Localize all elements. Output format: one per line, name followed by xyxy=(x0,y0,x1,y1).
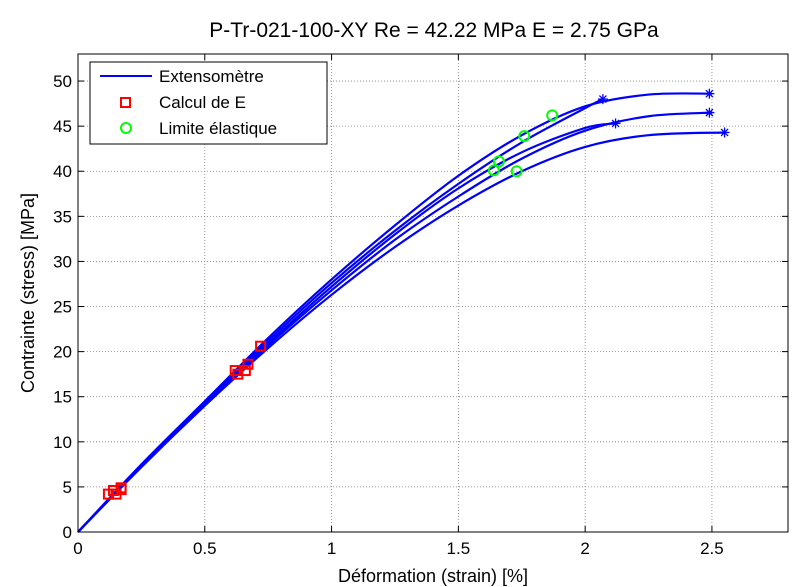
markers xyxy=(102,88,730,500)
end-asterisk-marker xyxy=(610,118,621,129)
series-line-5 xyxy=(77,131,725,533)
y-tick-label: 50 xyxy=(53,72,72,91)
calcul-e-marker xyxy=(115,484,127,496)
limite-elastique-marker xyxy=(546,109,559,122)
calcul-e-marker xyxy=(242,358,254,370)
end-asterisk-marker xyxy=(597,94,608,105)
series-line-4 xyxy=(77,122,616,533)
end-asterisk-marker xyxy=(704,88,715,99)
x-tick-label: 2 xyxy=(580,539,589,558)
y-tick-label: 10 xyxy=(53,433,72,452)
legend-label-calcul-e: Calcul de E xyxy=(159,93,246,112)
limite-elastique-marker xyxy=(510,165,523,178)
chart-title: P-Tr-021-100-XY Re = 42.22 MPa E = 2.75 … xyxy=(209,19,659,42)
asterisk-stroke xyxy=(611,119,620,128)
y-tick-label: 45 xyxy=(53,117,72,136)
y-tick-label: 40 xyxy=(53,162,72,181)
asterisk-stroke xyxy=(705,89,714,98)
x-tick-label: 0.5 xyxy=(193,539,217,558)
legend: Extensomètre Calcul de E Limite élastiqu… xyxy=(89,61,328,145)
limite-elastique-marker xyxy=(518,130,531,143)
asterisk-stroke xyxy=(598,95,607,104)
y-tick-label: 25 xyxy=(53,298,72,317)
y-tick-label: 35 xyxy=(53,207,72,226)
series-line-3 xyxy=(77,111,712,533)
legend-label-extensometre: Extensomètre xyxy=(159,67,264,86)
ticks: 0 0.5 1 1.5 2 2.5 0 5 10 15 20 25 30 35 40 45 50 xyxy=(53,54,788,558)
curves xyxy=(77,92,725,533)
y-tick-label: 0 xyxy=(63,523,72,542)
y-tick-label: 15 xyxy=(53,388,72,407)
calcul-e-marker xyxy=(255,340,267,352)
legend-label-limite-elastique: Limite élastique xyxy=(159,119,277,138)
asterisk-stroke xyxy=(705,108,714,117)
series-line-2 xyxy=(77,98,604,533)
legend-circle-swatch xyxy=(120,122,132,134)
grid xyxy=(78,54,788,532)
x-tick-label: 1.5 xyxy=(447,539,471,558)
y-tick-label: 20 xyxy=(53,343,72,362)
x-tick-label: 0 xyxy=(73,539,82,558)
y-axis-label: Contrainte (stress) [MPa] xyxy=(18,193,38,393)
y-tick-label: 30 xyxy=(53,252,72,271)
limite-elastique-marker xyxy=(492,155,505,168)
x-tick-label: 2.5 xyxy=(700,539,724,558)
calcul-e-marker xyxy=(239,365,251,377)
end-asterisk-marker xyxy=(704,107,715,118)
plot-frame xyxy=(77,53,789,533)
asterisk-stroke xyxy=(720,128,729,137)
legend-square-swatch xyxy=(120,97,131,108)
x-axis-label: Déformation (strain) [%] xyxy=(338,566,528,586)
end-asterisk-marker xyxy=(719,127,730,138)
series-line-1 xyxy=(77,92,712,533)
y-tick-label: 5 xyxy=(63,478,72,497)
limite-elastique-marker xyxy=(487,164,500,177)
x-tick-label: 1 xyxy=(327,539,336,558)
